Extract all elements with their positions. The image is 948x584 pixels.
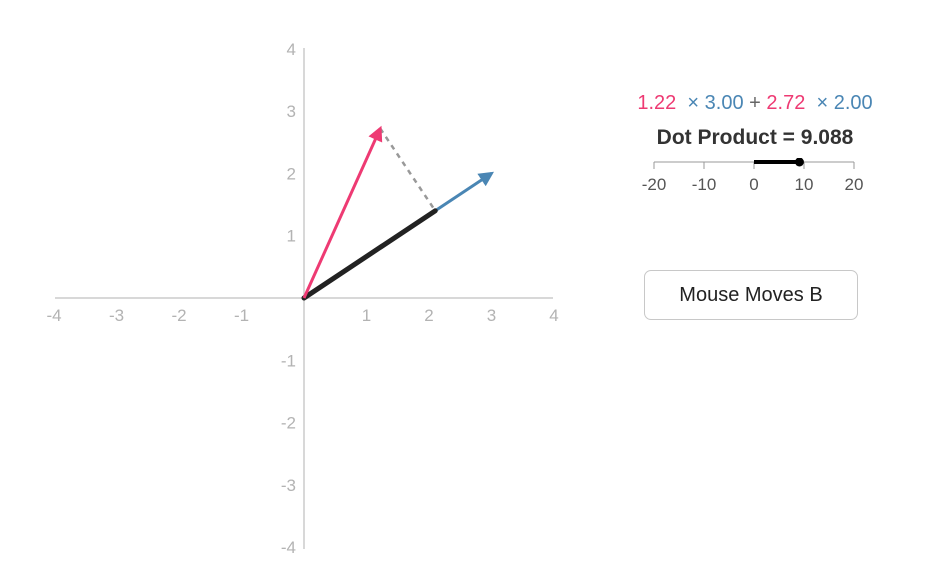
y-tick-label: -1 xyxy=(281,351,296,370)
plus-sign: + xyxy=(749,92,761,114)
dot-product-panel: 1.22 × 3.00 + 2.72 × 2.00 Dot Product = … xyxy=(600,86,910,208)
y-tick-label: -3 xyxy=(281,476,296,495)
vector-a-arrow[interactable] xyxy=(302,125,383,299)
coordinate-plane[interactable]: -4 -3 -2 -1 1 2 3 4 4 3 2 1 -1 -2 -3 -4 xyxy=(0,0,600,584)
a-y-value: 2.72 xyxy=(766,92,806,114)
dot-product-scale: -20 -10 0 10 20 xyxy=(642,158,864,194)
scale-tick-label: -20 xyxy=(642,175,667,194)
y-tick-label: -4 xyxy=(281,538,296,557)
perpendicular-dashed-line xyxy=(379,127,437,212)
y-tick-label: 1 xyxy=(287,227,296,246)
x-tick-label: 4 xyxy=(549,306,558,325)
dot-product-formula: 1.22 × 3.00 + 2.72 × 2.00 xyxy=(600,86,910,120)
y-tick-label: -2 xyxy=(281,414,296,433)
b-x-value: × 3.00 xyxy=(687,92,744,114)
x-tick-label: 3 xyxy=(487,306,496,325)
y-tick-label: 2 xyxy=(287,164,296,183)
y-tick-label: 3 xyxy=(287,102,296,121)
dot-product-result: Dot Product = 9.088 xyxy=(656,126,854,149)
a-x-value: 1.22 xyxy=(637,92,677,114)
scale-value-marker xyxy=(794,158,804,167)
y-tick-label: 4 xyxy=(287,40,296,59)
x-tick-label: -1 xyxy=(234,306,249,325)
mouse-moves-b-button[interactable]: Mouse Moves B xyxy=(644,270,858,320)
x-tick-label: 2 xyxy=(424,306,433,325)
scale-tick-label: 10 xyxy=(795,175,814,194)
projection-segment xyxy=(301,208,438,301)
x-tick-label: -2 xyxy=(171,306,186,325)
x-tick-label: 1 xyxy=(362,306,371,325)
x-tick-label: -3 xyxy=(109,306,124,325)
scale-tick-label: 0 xyxy=(749,175,758,194)
b-y-value: × 2.00 xyxy=(816,92,873,114)
x-tick-label: -4 xyxy=(46,306,61,325)
scale-tick-label: 20 xyxy=(845,175,864,194)
scale-tick-label: -10 xyxy=(692,175,717,194)
